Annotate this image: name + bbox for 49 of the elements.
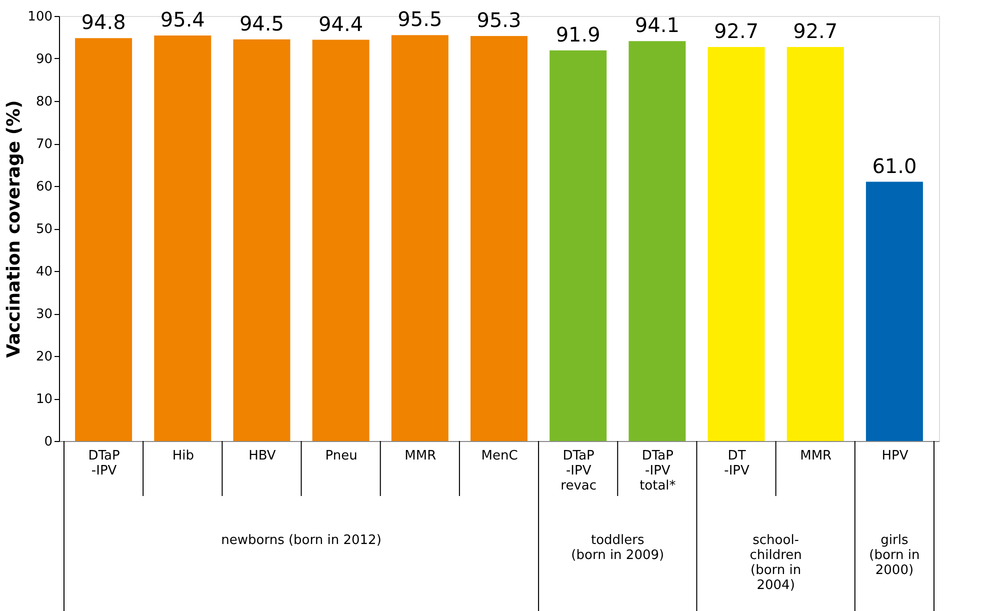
bar [628, 41, 686, 441]
x-tick-label: HBV [248, 448, 276, 464]
y-tick-label: 30 [36, 307, 52, 322]
y-tick-label: 50 [36, 222, 52, 237]
data-label: 91.9 [556, 22, 600, 46]
data-label: 94.5 [239, 11, 284, 36]
bar [154, 36, 212, 441]
y-tick-label: 20 [36, 350, 52, 364]
bar [312, 40, 370, 441]
y-axis-title: Vaccination coverage (%) [4, 100, 25, 358]
y-tick-label: 100 [28, 10, 52, 24]
data-label: 94.1 [634, 13, 680, 38]
bar [708, 47, 765, 441]
data-label: 95.5 [398, 7, 442, 32]
bar [550, 50, 607, 441]
bar [233, 39, 290, 441]
data-label: 61.0 [872, 154, 917, 178]
bar [866, 182, 923, 441]
data-label: 94.8 [81, 10, 126, 34]
text: girls (born in 2000) [869, 533, 920, 578]
x-tick-label: MenC [481, 448, 518, 464]
y-tick-label: 70 [36, 137, 52, 152]
x-tick-label: Hib [172, 448, 194, 464]
data-label: 95.4 [160, 8, 205, 32]
y-tick-label: 0 [44, 434, 52, 450]
y-tick-label: 90 [36, 52, 52, 67]
y-tick-label: 60 [36, 180, 52, 194]
y-tick-label: 40 [36, 264, 52, 280]
y-tick-label: 10 [36, 392, 52, 407]
x-tick-label: HPV [882, 448, 908, 464]
data-label: 92.7 [714, 19, 759, 44]
text: school- children (born in 2004) [750, 533, 802, 593]
data-label: 94.4 [318, 12, 364, 36]
x-tick-label: MMR [800, 448, 832, 464]
bar [75, 38, 132, 441]
x-tick-label: DT -IPV [724, 448, 750, 478]
text: newborns (born in 2012) [221, 533, 382, 548]
x-tick-label: DTaP -IPV total* [640, 448, 676, 494]
data-label: 92.7 [793, 19, 838, 44]
data-label: 95.3 [476, 8, 522, 32]
text: toddlers (born in 2009) [571, 533, 664, 563]
x-tick-label: DTaP -IPV [88, 448, 120, 478]
bar [391, 35, 448, 441]
x-tick-label: Pneu [325, 448, 358, 464]
bar [786, 47, 844, 441]
x-tick-label: MMR [404, 448, 436, 464]
bar [470, 36, 528, 441]
x-tick-label: DTaP -IPV revac [560, 448, 597, 494]
y-tick-label: 80 [36, 94, 52, 110]
